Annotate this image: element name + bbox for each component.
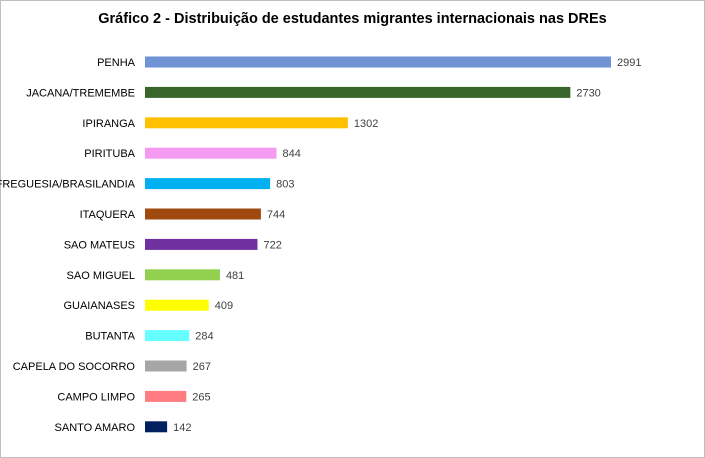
data-label: 284: [195, 331, 213, 343]
bar: [145, 421, 168, 433]
chart-title: Gráfico 2 - Distribuição de estudantes m…: [98, 11, 607, 27]
bar: [145, 269, 220, 281]
bar: [145, 330, 190, 342]
bar: [145, 238, 258, 250]
category-label: GUAIANASES: [63, 300, 135, 312]
bar: [145, 208, 261, 220]
category-label: FREGUESIA/BRASILANDIA: [0, 179, 136, 191]
category-label: ITAQUERA: [80, 209, 136, 221]
data-label: 2730: [576, 87, 600, 99]
category-label: CAMPO LIMPO: [57, 391, 135, 403]
data-label: 409: [215, 300, 233, 312]
data-label: 481: [226, 270, 244, 282]
category-label: SANTO AMARO: [55, 422, 136, 434]
bar: [145, 86, 571, 98]
category-label: PIRITUBA: [84, 148, 135, 160]
data-label: 803: [276, 179, 294, 191]
category-label: JACANA/TREMEMBE: [26, 87, 135, 99]
category-label: SAO MATEUS: [64, 239, 135, 251]
bar: [145, 178, 271, 190]
bar: [145, 117, 348, 129]
data-label: 722: [263, 239, 281, 251]
category-label: BUTANTA: [85, 331, 135, 343]
data-label: 142: [173, 422, 191, 434]
data-label: 1302: [354, 118, 378, 130]
bar: [145, 299, 209, 311]
data-label: 265: [192, 391, 210, 403]
data-label: 744: [267, 209, 285, 221]
bar: [145, 390, 187, 402]
bar: [145, 360, 187, 372]
data-label: 267: [193, 361, 211, 373]
bar: [145, 56, 611, 68]
category-label: SAO MIGUEL: [67, 270, 135, 282]
bar: [145, 147, 277, 159]
data-label: 2991: [617, 57, 641, 69]
data-label: 844: [282, 148, 300, 160]
category-label: CAPELA DO SOCORRO: [13, 361, 136, 373]
category-label: IPIRANGA: [82, 118, 135, 130]
category-label: PENHA: [97, 57, 136, 69]
